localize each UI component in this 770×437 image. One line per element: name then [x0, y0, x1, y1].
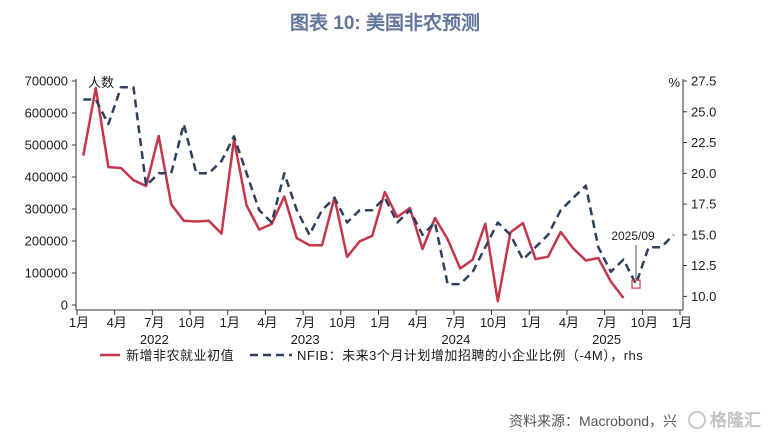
right-axis-tick-label: 25.0 [691, 104, 716, 119]
right-axis-unit-label: % [668, 75, 680, 90]
left-axis-tick-label: 600000 [25, 106, 68, 121]
x-axis-tick-label: 1月 [672, 315, 692, 330]
annotation-layer: 2025/09 [611, 229, 655, 289]
annotation-label: 2025/09 [611, 229, 655, 243]
watermark-text: 格隆汇 [710, 410, 761, 430]
x-axis-year-label: 2022 [140, 332, 169, 347]
left-axis-tick-label: 400000 [25, 170, 68, 185]
x-axis-tick-label: 1月 [220, 315, 240, 330]
right-axis-tick-label: 12.5 [691, 258, 716, 273]
x-axis-tick-label: 1月 [69, 315, 89, 330]
watermark: 格隆汇 [688, 410, 761, 430]
x-axis-tick-label: 4月 [408, 315, 428, 330]
x-axis-tick-label: 1月 [370, 315, 390, 330]
series-line-nfib-hiring-plans [83, 85, 675, 286]
x-axis-tick-label: 1月 [521, 315, 541, 330]
x-axis-ticks: 1月 4月 7月 10月 1月 4月 7月 10月 1月 4月 7月 10月 1月 4月 7月 10月 1月 [69, 310, 692, 330]
legend-label-nonfarm-payrolls: 新增非农就业初值 [126, 348, 234, 363]
left-axis-tick-label: 700000 [25, 74, 68, 89]
x-axis-tick-label: 7月 [295, 315, 315, 330]
x-axis-tick-label: 4月 [257, 315, 277, 330]
left-axis-tick-label: 300000 [25, 202, 68, 217]
left-axis-tick-label: 100000 [25, 266, 68, 281]
right-axis-ticks: 10.0 12.5 15.0 17.5 20.0 22.5 25.0 27.5 [683, 74, 716, 304]
right-axis-tick-label: 22.5 [691, 135, 716, 150]
x-axis-tick-label: 7月 [446, 315, 466, 330]
x-axis-tick-label: 7月 [597, 315, 617, 330]
series-layer [82, 85, 675, 303]
right-axis-tick-label: 20.0 [691, 166, 716, 181]
right-axis-tick-label: 15.0 [691, 227, 716, 242]
x-axis-tick-label: 7月 [144, 315, 164, 330]
left-axis-ticks: 0 100000 200000 300000 400000 500000 600000 700… [25, 74, 76, 313]
x-axis-tick-label: 10月 [480, 315, 507, 330]
x-axis-year-label: 2025 [592, 332, 621, 347]
legend-label-nfib-hiring-plans: NFIB：未来3个月计划增加招聘的小企业比例（-4M），rhs [297, 348, 643, 363]
left-axis-unit-label: 人数 [88, 75, 114, 90]
annotation-marker [631, 279, 641, 289]
series-line-nonfarm-payrolls [82, 86, 625, 303]
x-axis-tick-label: 10月 [631, 315, 658, 330]
x-axis-tick-label: 4月 [107, 315, 127, 330]
x-axis-tick-label: 10月 [178, 315, 205, 330]
left-axis-tick-label: 0 [61, 298, 68, 313]
right-axis-tick-label: 27.5 [691, 74, 716, 89]
x-axis-year-labels: 2022 2023 2024 2025 [140, 332, 621, 347]
source-note: 资料来源：Macrobond，兴 [509, 413, 677, 429]
right-axis-tick-label: 10.0 [691, 289, 716, 304]
right-axis-tick-label: 17.5 [691, 197, 716, 212]
watermark-logo-icon [688, 411, 706, 429]
x-axis-year-label: 2023 [291, 332, 320, 347]
legend: 新增非农就业初值 NFIB：未来3个月计划增加招聘的小企业比例（-4M），rhs [100, 348, 643, 363]
x-axis-tick-label: 10月 [329, 315, 356, 330]
x-axis-tick-label: 4月 [559, 315, 579, 330]
chart-title: 图表 10: 美国非农预测 [290, 11, 480, 34]
left-axis-tick-label: 500000 [25, 138, 68, 153]
x-axis-year-label: 2024 [441, 332, 470, 347]
left-axis-tick-label: 200000 [25, 234, 68, 249]
